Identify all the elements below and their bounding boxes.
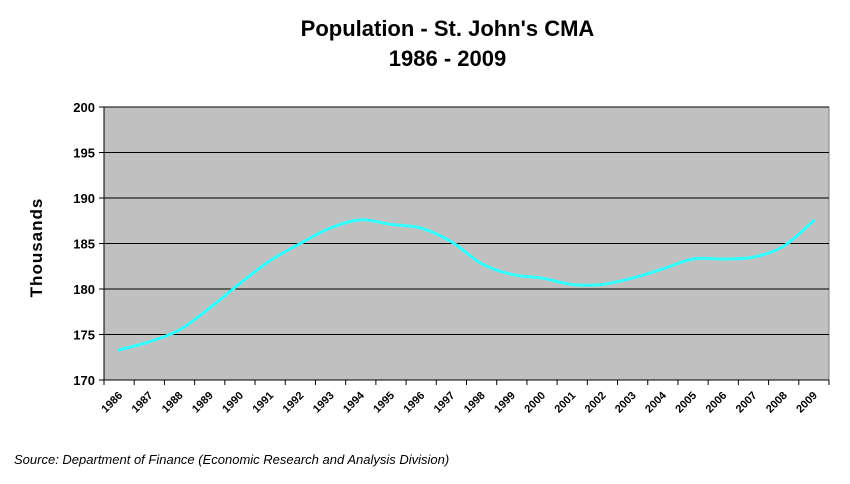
data-point [450, 240, 453, 243]
x-tick-label: 1991 [250, 390, 276, 416]
y-axis-label: Thousands [27, 198, 46, 298]
x-tick-label: 1998 [462, 390, 488, 416]
data-point [389, 223, 393, 226]
data-point [268, 259, 272, 262]
chart-subtitle: 1986 - 2009 [388, 46, 507, 71]
x-tick-label: 2005 [673, 390, 699, 416]
chart-title-block: Population - St. John's CMA 1986 - 2009 [0, 14, 850, 74]
y-axis-ticks: 170 175 180 185 190 195 200 [73, 100, 105, 388]
data-point [359, 218, 362, 222]
x-tick-label: 1987 [130, 390, 156, 416]
data-point [601, 283, 604, 286]
x-tick-label: 1997 [432, 390, 458, 416]
y-tick-label: 175 [73, 328, 95, 343]
data-point [752, 255, 755, 259]
series-layer [117, 218, 816, 352]
x-tick-label: 2009 [794, 390, 820, 416]
y-tick-label: 195 [73, 146, 95, 161]
data-point [722, 257, 725, 261]
x-tick-label: 1996 [402, 390, 428, 416]
x-tick-label: 1995 [371, 390, 397, 416]
x-tick-label: 1990 [220, 390, 246, 416]
x-tick-label: 2000 [522, 390, 548, 416]
x-tick-label: 2001 [553, 390, 579, 416]
data-point [419, 226, 423, 230]
data-point [571, 283, 574, 286]
data-point [299, 242, 302, 245]
y-tick-label: 190 [73, 191, 95, 206]
data-point [238, 282, 242, 285]
source-note: Source: Department of Finance (Economic … [14, 452, 450, 467]
x-tick-label: 2004 [643, 389, 669, 415]
x-tick-label: 1986 [99, 390, 125, 416]
data-point [782, 245, 785, 248]
x-tick-label: 1999 [492, 390, 518, 416]
x-tick-label: 1994 [341, 389, 367, 415]
data-point [661, 267, 665, 271]
data-point [117, 348, 121, 352]
data-point [480, 262, 483, 265]
x-tick-label: 2006 [704, 390, 730, 416]
data-point [329, 226, 332, 230]
x-tick-label: 1993 [311, 390, 337, 416]
data-point [510, 273, 514, 276]
y-tick-label: 200 [73, 100, 95, 115]
data-point [208, 306, 211, 310]
x-tick-label: 1992 [281, 390, 307, 416]
data-point [812, 219, 816, 222]
x-axis-ticks: 1986 1987 1988 1989 1990 1991 1992 1993 1994 1995… [99, 380, 830, 416]
y-tick-label: 170 [73, 373, 95, 388]
data-point [631, 276, 634, 280]
x-tick-label: 2007 [734, 390, 760, 416]
data-point [148, 340, 151, 343]
y-tick-label: 180 [73, 282, 95, 297]
x-tick-label: 2003 [613, 390, 639, 416]
x-tick-label: 1988 [160, 390, 186, 416]
data-point [178, 328, 181, 332]
x-tick-label: 2002 [583, 390, 609, 416]
chart-title: Population - St. John's CMA [300, 16, 595, 41]
y-tick-label: 185 [73, 237, 95, 252]
x-tick-label: 1989 [190, 390, 216, 416]
data-point [540, 276, 544, 280]
x-tick-label: 2008 [764, 390, 790, 416]
data-point [691, 257, 695, 261]
series-line [117, 218, 816, 352]
